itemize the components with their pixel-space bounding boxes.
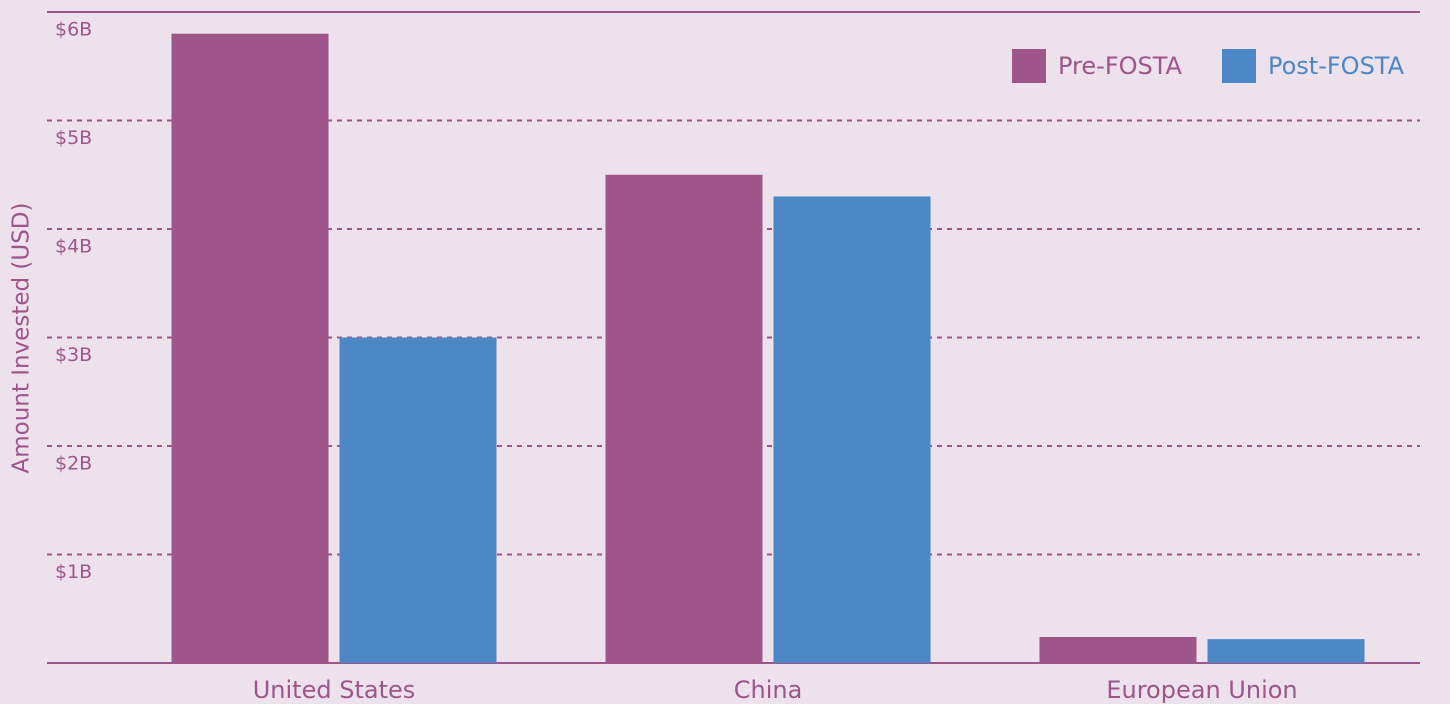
bar [171,33,329,663]
bar [773,196,931,663]
x-tick-label: European Union [1106,676,1297,704]
y-tick-label: $3B [55,344,92,366]
bar [605,174,763,663]
y-tick-label: $6B [55,19,92,41]
y-tick-label: $1B [55,561,92,583]
legend-swatch [1012,49,1046,83]
y-axis-title: Amount Invested (USD) [9,203,35,474]
x-tick-label: China [734,676,803,704]
legend-label: Post-FOSTA [1268,52,1405,80]
legend-label: Pre-FOSTA [1058,52,1183,80]
bar [1039,636,1197,663]
y-tick-label: $4B [55,236,92,258]
y-tick-label: $2B [55,453,92,475]
bar [339,337,497,663]
bar [1207,639,1365,663]
legend-swatch [1222,49,1256,83]
x-tick-label: United States [253,676,416,704]
y-tick-label: $5B [55,127,92,149]
